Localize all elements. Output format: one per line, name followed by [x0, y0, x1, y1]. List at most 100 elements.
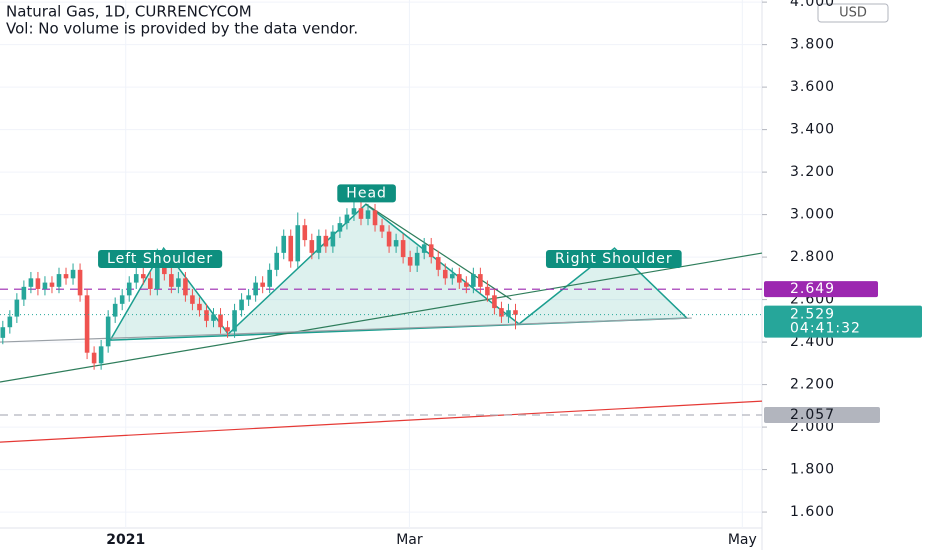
x-tick-label: Mar: [396, 532, 423, 548]
candle-body: [351, 208, 357, 215]
candle-body: [225, 327, 230, 332]
candle-body: [414, 252, 420, 266]
y-tick-label: 2.200: [790, 377, 835, 393]
candle-body: [260, 282, 265, 287]
candle-body: [323, 235, 329, 247]
candle-body: [91, 352, 97, 364]
annotation-label: Left Shoulder: [107, 251, 213, 267]
candle-body: [21, 286, 27, 300]
candle-body: [337, 223, 343, 232]
x-tick-label: May: [728, 532, 757, 548]
candle-body: [183, 278, 188, 296]
y-tick-label: 1.800: [790, 462, 835, 478]
y-tick-label: 1.600: [790, 504, 835, 520]
candle-body: [35, 278, 41, 289]
candle-body: [253, 282, 258, 296]
candle-body: [98, 346, 104, 364]
candle-body: [84, 295, 90, 353]
candle-body: [393, 240, 399, 247]
annotation-box: [545, 250, 682, 269]
candle-body: [372, 210, 378, 226]
trendline: [0, 400, 763, 443]
candle-body: [42, 282, 48, 289]
candle-body: [506, 310, 511, 317]
y-tick-label: 3.000: [790, 207, 835, 223]
candle-body: [407, 257, 413, 266]
candle-body: [302, 225, 308, 241]
candle-body: [105, 316, 111, 347]
candle-body: [457, 274, 462, 283]
candle-body: [176, 278, 181, 287]
candle-body: [140, 274, 146, 279]
candle-body: [77, 269, 83, 296]
candle-body: [471, 274, 476, 287]
trendline: [0, 252, 763, 383]
candle-body: [499, 308, 504, 317]
candle-body: [112, 303, 118, 317]
candle-body: [190, 295, 195, 304]
y-tick-label: 2.400: [790, 334, 835, 350]
candle-body: [344, 214, 350, 224]
candle-body: [274, 252, 280, 270]
candle-body: [309, 240, 315, 253]
candle-body: [246, 295, 251, 300]
currency-label: USD: [839, 6, 867, 21]
candle-body: [316, 235, 322, 253]
candle-body: [63, 274, 69, 279]
candle-body: [386, 231, 392, 247]
price-tag: [764, 406, 880, 423]
candle-body: [0, 327, 6, 338]
candle-body: [400, 240, 406, 258]
candle-body: [197, 303, 202, 311]
chart-title: Natural Gas, 1D, CURRENCYCOM: [6, 3, 252, 21]
candle-body: [428, 244, 434, 258]
candle-body: [267, 269, 272, 287]
x-tick-label: 2021: [106, 532, 145, 548]
y-tick-label: 3.200: [790, 164, 835, 180]
y-tick-label: 3.800: [790, 37, 835, 53]
y-tick-label: 2.800: [790, 249, 835, 265]
pattern-fill: [110, 204, 687, 341]
candle-body: [513, 310, 518, 315]
candle-body: [281, 235, 287, 253]
candle-body: [288, 235, 294, 262]
candle-body: [169, 274, 174, 287]
y-tick-label: 4.000: [790, 0, 835, 10]
candle-body: [28, 278, 34, 287]
candle-body: [70, 269, 76, 279]
trendline: [0, 317, 692, 343]
candle-body: [126, 282, 132, 296]
price-tag-label: 2.649: [790, 281, 835, 297]
candle-body: [211, 314, 216, 321]
candle-body: [239, 299, 244, 311]
y-tick-label: 3.600: [790, 79, 835, 95]
candle-body: [358, 208, 364, 219]
candle-body: [379, 225, 385, 232]
candle-body: [492, 295, 497, 309]
price-tag: [764, 281, 878, 298]
candle-body: [365, 210, 371, 219]
y-tick-label: 3.400: [790, 122, 835, 138]
candle-body: [133, 274, 139, 283]
price-tag-label: 2.057: [790, 407, 835, 423]
last-price-label: 2.529: [790, 307, 835, 323]
last-price-tag: [764, 305, 922, 338]
currency-button[interactable]: [817, 3, 889, 23]
candle-body: [119, 295, 125, 304]
candle-body: [218, 314, 223, 328]
annotation-label: Right Shoulder: [555, 251, 673, 267]
candle-body: [49, 282, 55, 287]
candle-body: [232, 310, 237, 332]
candle-body: [330, 231, 336, 247]
candle-body: [14, 299, 20, 317]
y-tick-label: 2.000: [790, 419, 835, 435]
candle-body: [147, 278, 153, 289]
candle-body: [449, 274, 455, 279]
candle-body: [435, 257, 441, 270]
candle-body: [155, 261, 160, 289]
candle-body: [478, 274, 483, 287]
candle-body: [442, 269, 448, 279]
candle-body: [56, 274, 62, 287]
annotation-box: [98, 250, 223, 269]
